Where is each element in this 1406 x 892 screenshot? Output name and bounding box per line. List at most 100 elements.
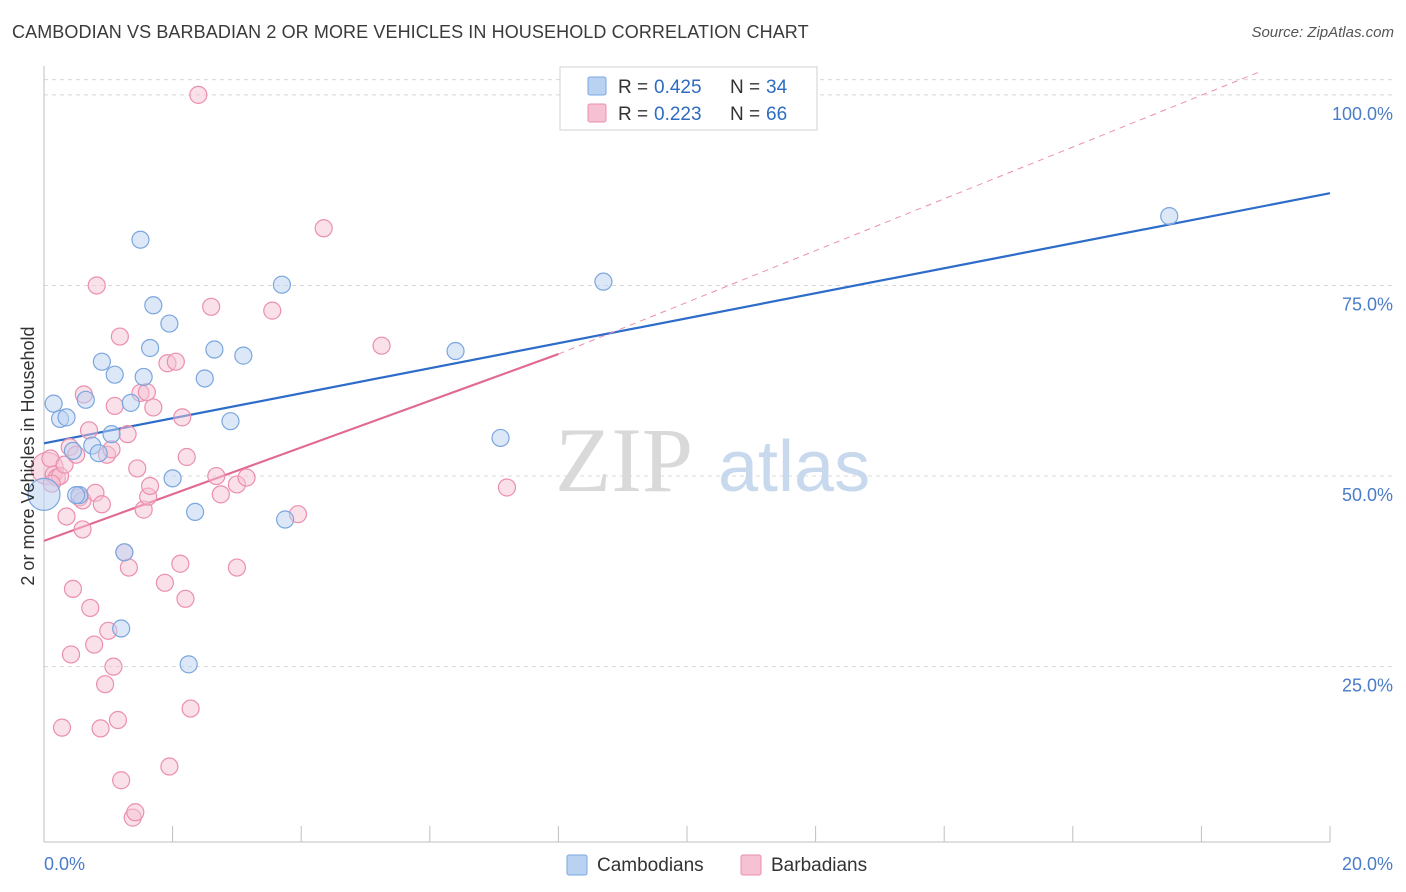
legend-n-label-cambodians: N =	[730, 77, 760, 98]
point-barbadians-57	[227, 558, 246, 577]
point-barbadians-43	[155, 573, 174, 592]
y-tick-label-1: 50.0%	[1342, 485, 1393, 505]
point-barbadians-62	[372, 336, 391, 355]
trend-line-barbadians	[43, 353, 559, 542]
x-tick-labels: 0.0% 20.0%	[44, 854, 1393, 874]
point-barbadians-51	[181, 699, 200, 718]
legend-r-label-barbadians: R =	[618, 104, 648, 125]
point-cambodians-15	[131, 230, 150, 249]
point-cambodians-21	[179, 655, 198, 674]
point-barbadians-32	[118, 425, 137, 444]
point-barbadians-15	[79, 421, 99, 440]
point-barbadians-46	[166, 352, 185, 371]
point-cambodians-10	[102, 425, 121, 444]
legend-r-value-cambodians: 0.425	[654, 77, 702, 98]
point-barbadians-36	[128, 459, 147, 478]
bottom-legend-swatch-cambodians	[566, 854, 588, 876]
point-cambodians-31	[594, 272, 613, 291]
point-cambodians-8	[89, 444, 108, 463]
point-barbadians-19	[87, 276, 106, 295]
point-cambodians-22	[186, 502, 205, 521]
point-cambodians-28	[276, 510, 295, 529]
point-cambodians-13	[115, 543, 134, 562]
point-barbadians-10	[63, 579, 83, 598]
watermark: ZIP atlas	[555, 409, 870, 511]
point-cambodians-32	[1160, 206, 1179, 226]
point-cambodians-24	[205, 340, 224, 359]
point-cambodians-33	[67, 486, 86, 505]
point-barbadians-29	[110, 327, 129, 346]
point-barbadians-65	[73, 520, 92, 539]
point-barbadians-28	[108, 710, 128, 730]
legend-r-value-barbadians: 0.223	[654, 104, 702, 125]
point-barbadians-54	[207, 466, 226, 486]
point-barbadians-48	[173, 408, 192, 427]
point-barbadians-49	[176, 589, 195, 608]
chart-title: CAMBODIAN VS BARBADIAN 2 OR MORE VEHICLE…	[12, 22, 809, 42]
bottom-legend-label-barbadians: Barbadians	[771, 855, 867, 876]
point-barbadians-20	[91, 719, 110, 738]
point-cambodians-14	[121, 393, 140, 412]
source-label: Source: ZipAtlas.com	[1251, 24, 1394, 41]
point-cambodians-30	[491, 428, 510, 448]
point-cambodians-16	[134, 367, 153, 387]
point-barbadians-55	[211, 485, 230, 504]
point-cambodians-12	[112, 619, 131, 638]
point-barbadians-47	[171, 554, 190, 573]
point-cambodians-20	[163, 469, 182, 488]
point-barbadians-50	[177, 447, 196, 467]
y-tick-label-2: 75.0%	[1342, 294, 1393, 314]
point-barbadians-59	[263, 301, 282, 320]
point-cambodians-26	[234, 346, 253, 365]
legend-swatch-barbadians	[587, 103, 607, 123]
point-cambodians-29	[446, 341, 465, 361]
legend-n-value-cambodians: 34	[766, 77, 788, 98]
point-barbadians-7	[57, 507, 76, 526]
point-cambodians-18	[144, 296, 163, 315]
point-barbadians-42	[144, 398, 163, 417]
y-axis-label: 2 or more Vehicles in Household	[18, 326, 38, 585]
trend-lines	[43, 71, 1331, 542]
y-tick-label-3: 100.0%	[1332, 104, 1393, 124]
point-cambodians-25	[221, 412, 240, 431]
point-cambodians-4	[63, 441, 83, 461]
point-barbadians-30	[112, 771, 131, 790]
series-legend: Cambodians Barbadians	[566, 854, 867, 876]
point-cambodians-3	[57, 408, 76, 427]
legend-swatch-cambodians	[587, 76, 607, 96]
point-barbadians-5	[52, 718, 72, 737]
data-points	[27, 85, 1179, 827]
legend-r-label-cambodians: R =	[618, 77, 648, 98]
point-barbadians-61	[314, 219, 333, 238]
legend-n-value-barbadians: 66	[766, 104, 787, 125]
point-barbadians-58	[237, 468, 256, 487]
bottom-legend-label-cambodians: Cambodians	[597, 855, 704, 876]
point-barbadians-27	[105, 396, 124, 416]
bottom-legend-swatch-barbadians	[740, 854, 762, 876]
point-cambodians-9	[92, 352, 111, 371]
point-barbadians-17	[85, 635, 104, 654]
point-barbadians-53	[202, 297, 221, 316]
point-barbadians-45	[160, 757, 179, 776]
stats-legend: R = 0.425 N = 34 R = 0.223 N = 66	[559, 66, 818, 131]
point-barbadians-63	[497, 478, 517, 497]
point-barbadians-39	[137, 383, 156, 402]
point-cambodians-17	[140, 338, 160, 358]
point-barbadians-9	[61, 645, 81, 664]
point-barbadians-21	[92, 495, 111, 514]
point-cambodians-19	[160, 314, 179, 333]
trend-line-barbadians-extension	[558, 71, 1260, 355]
point-cambodians-6	[76, 390, 95, 409]
watermark-atlas: atlas	[718, 427, 870, 507]
point-barbadians-26	[104, 657, 123, 676]
point-cambodians-23	[195, 369, 214, 388]
point-cambodians-11	[105, 365, 124, 384]
x-tick-label-min: 0.0%	[44, 854, 85, 874]
point-cambodians-0	[27, 477, 61, 511]
y-tick-labels: 25.0% 50.0% 75.0% 100.0%	[1332, 104, 1393, 696]
watermark-zip: ZIP	[555, 409, 693, 511]
point-cambodians-1	[44, 394, 63, 413]
gridlines	[44, 79, 1393, 668]
point-barbadians-16	[81, 598, 100, 618]
